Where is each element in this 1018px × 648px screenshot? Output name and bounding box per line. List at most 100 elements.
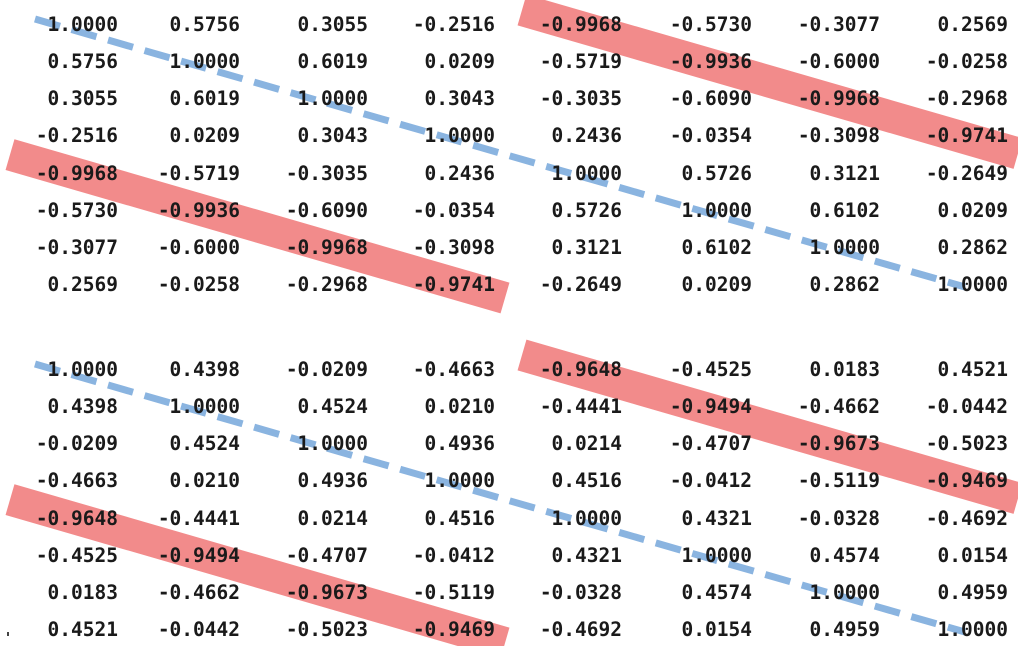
- matrix-cell: -0.2516: [35, 124, 118, 148]
- matrix-cell: -0.6000: [797, 50, 880, 74]
- matrix-cell: -0.0328: [539, 580, 622, 604]
- matrix-cell: 1.0000: [424, 124, 495, 148]
- matrix-cell: -0.9936: [157, 198, 240, 222]
- matrix-cell: -0.0209: [35, 432, 118, 456]
- matrix-cell: 1.0000: [297, 87, 368, 111]
- matrix-cell: -0.9741: [925, 124, 1008, 148]
- matrix-cell: 1.0000: [551, 161, 622, 185]
- matrix-cell: -0.0354: [669, 124, 752, 148]
- matrix-cell: -0.2968: [285, 272, 368, 296]
- matrix-cell: 0.4959: [809, 617, 880, 641]
- matrix-cell: -0.9968: [35, 161, 118, 185]
- matrix-cell: 0.5756: [47, 50, 118, 74]
- matrix-row: 0.2569 -0.0258 -0.2968 -0.9741 -0.2649 0.0209…: [0, 266, 1018, 303]
- matrix-cell: -0.0442: [157, 617, 240, 641]
- matrix-row: 1.0000 0.4398 -0.0209 -0.4663 -0.9648 -0.4525…: [0, 351, 1018, 388]
- matrix-cell: -0.5719: [539, 50, 622, 74]
- correlation-matrix-top: 1.0000 0.5756 0.3055 -0.2516 -0.9968 -0.5730 -…: [0, 6, 1018, 303]
- matrix-cell: -0.9494: [669, 395, 752, 419]
- matrix-cell: 0.4521: [937, 358, 1008, 381]
- matrix-cell: 0.0209: [937, 198, 1008, 222]
- matrix-cell: 1.0000: [169, 50, 240, 74]
- matrix-cell: 0.0209: [169, 124, 240, 148]
- matrix-cell: 0.4959: [937, 580, 1008, 604]
- matrix-cell: 0.4524: [169, 432, 240, 456]
- matrix-cell: 0.5756: [169, 13, 240, 36]
- matrix-cell: -0.4525: [669, 358, 752, 381]
- matrix-cell: 0.4398: [169, 358, 240, 381]
- matrix-cell: -0.6090: [669, 87, 752, 111]
- matrix-cell: -0.5119: [797, 469, 880, 493]
- matrix-row: -0.4525 -0.9494 -0.4707 -0.0412 0.4321 1.0000…: [0, 537, 1018, 574]
- matrix-cell: -0.5119: [412, 580, 495, 604]
- matrix-row: 0.4398 1.0000 0.4524 0.0210 -0.4441 -0.9494 -0…: [0, 388, 1018, 425]
- matrix-cell: -0.4662: [157, 580, 240, 604]
- matrix-cell: -0.4525: [35, 543, 118, 567]
- matrix-cell: 1.0000: [297, 432, 368, 456]
- matrix-cell: -0.3098: [412, 235, 495, 259]
- matrix-cell: 0.3121: [551, 235, 622, 259]
- matrix-cell: 0.2862: [937, 235, 1008, 259]
- matrix-cell: -0.6000: [157, 235, 240, 259]
- matrix-row: 0.0183 -0.4662 -0.9673 -0.5119 -0.0328 0.4574…: [0, 574, 1018, 611]
- matrix-cell: -0.2649: [925, 161, 1008, 185]
- matrix-cell: 0.0214: [297, 506, 368, 530]
- matrix-cell: 0.0214: [551, 432, 622, 456]
- matrix-cell: -0.9968: [285, 235, 368, 259]
- matrix-row: -0.9968 -0.5719 -0.3035 0.2436 1.0000 0.5726 0…: [0, 155, 1018, 192]
- matrix-cell: -0.5023: [285, 617, 368, 641]
- matrix-row: -0.5730 -0.9936 -0.6090 -0.0354 0.5726 1.0000…: [0, 192, 1018, 229]
- matrix-cell: 1.0000: [937, 272, 1008, 296]
- matrix-cell: 0.4936: [297, 469, 368, 493]
- matrix-cell: 0.0210: [169, 469, 240, 493]
- matrix-cell: 1.0000: [681, 198, 752, 222]
- matrix-cell: -0.3077: [797, 13, 880, 36]
- matrix-cell: 1.0000: [937, 617, 1008, 641]
- matrix-cell: -0.2968: [925, 87, 1008, 111]
- matrix-cell: 0.0209: [681, 272, 752, 296]
- matrix-cell: -0.5719: [157, 161, 240, 185]
- matrix-cell: 0.5726: [681, 161, 752, 185]
- matrix-cell: 1.0000: [47, 13, 118, 36]
- matrix-cell: -0.0328: [797, 506, 880, 530]
- matrix-cell: 0.4936: [424, 432, 495, 456]
- matrix-cell: -0.3035: [539, 87, 622, 111]
- matrix-cell: 0.4524: [297, 395, 368, 419]
- matrix-cell: -0.9936: [669, 50, 752, 74]
- matrix-cell: -0.4663: [412, 358, 495, 381]
- matrix-cell: 0.2569: [937, 13, 1008, 36]
- matrix-cell: -0.9673: [285, 580, 368, 604]
- matrix-cell: 0.6019: [169, 87, 240, 111]
- matrix-cell: -0.9673: [797, 432, 880, 456]
- correlation-matrix-bottom: 1.0000 0.4398 -0.0209 -0.4663 -0.9648 -0.4525…: [0, 351, 1018, 648]
- matrix-cell: 0.0209: [424, 50, 495, 74]
- matrix-cell: 1.0000: [47, 358, 118, 381]
- matrix-cell: -0.9469: [925, 469, 1008, 493]
- matrix-cell: -0.0209: [285, 358, 368, 381]
- matrix-cell: 0.5726: [551, 198, 622, 222]
- matrix-cell: -0.5023: [925, 432, 1008, 456]
- corner-mark: [7, 632, 9, 636]
- matrix-cell: -0.0412: [412, 543, 495, 567]
- matrix-cell: -0.3035: [285, 161, 368, 185]
- matrix-cell: -0.4662: [797, 395, 880, 419]
- matrix-cell: -0.3077: [35, 235, 118, 259]
- matrix-cell: -0.5730: [35, 198, 118, 222]
- matrix-cell: 0.4574: [809, 543, 880, 567]
- matrix-cell: 0.6019: [297, 50, 368, 74]
- matrix-row: -0.0209 0.4524 1.0000 0.4936 0.0214 -0.4707 -0…: [0, 425, 1018, 462]
- matrix-cell: 0.2436: [551, 124, 622, 148]
- matrix-cell: -0.9469: [412, 617, 495, 641]
- matrix-cell: 0.3043: [297, 124, 368, 148]
- matrix-cell: 1.0000: [424, 469, 495, 493]
- matrix-cell: -0.9741: [412, 272, 495, 296]
- matrix-cell: 0.4516: [424, 506, 495, 530]
- matrix-cell: -0.4441: [157, 506, 240, 530]
- matrix-cell: 0.4321: [681, 506, 752, 530]
- matrix-row: 1.0000 0.5756 0.3055 -0.2516 -0.9968 -0.5730 -…: [0, 6, 1018, 43]
- matrix-cell: 0.3055: [47, 87, 118, 111]
- matrix-row: -0.9648 -0.4441 0.0214 0.4516 1.0000 0.4321 -0…: [0, 500, 1018, 537]
- matrix-cell: 0.2862: [809, 272, 880, 296]
- matrix-cell: -0.4707: [285, 543, 368, 567]
